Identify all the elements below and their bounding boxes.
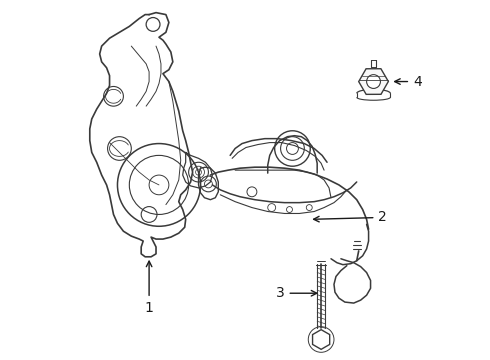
- Text: 4: 4: [394, 75, 422, 89]
- Text: 1: 1: [145, 261, 153, 315]
- Text: 3: 3: [276, 286, 317, 300]
- Text: 2: 2: [314, 210, 387, 224]
- Circle shape: [367, 75, 380, 89]
